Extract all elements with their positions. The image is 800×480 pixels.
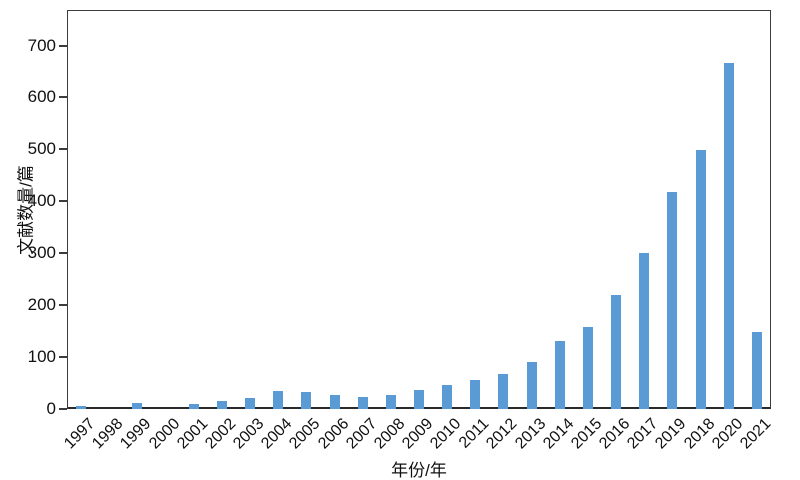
y-tick-label: 400 (27, 191, 56, 211)
y-tick-mark (59, 408, 67, 410)
y-tick-mark (59, 44, 67, 47)
x-tick-label-2003: 2003 (230, 415, 268, 453)
y-tick-label: 700 (27, 35, 56, 55)
x-tick-label-2015: 2015 (568, 415, 606, 453)
bar-2009 (414, 390, 424, 409)
bar-2003 (245, 397, 256, 409)
bar-2012 (498, 374, 509, 409)
bar-2010 (442, 384, 453, 409)
bar-2002 (216, 400, 227, 409)
bar-1999 (132, 403, 143, 409)
x-tick-label-2021: 2021 (737, 415, 775, 453)
y-tick-label: 600 (27, 87, 56, 107)
x-tick-label-2020: 2020 (708, 415, 747, 453)
x-tick-label-2001: 2001 (173, 415, 212, 453)
bar-1997 (76, 406, 87, 409)
y-tick-mark (59, 356, 67, 359)
y-tick-mark (59, 304, 67, 307)
bar-2001 (188, 404, 199, 409)
y-tick-mark (59, 200, 67, 203)
bar-2013 (526, 361, 537, 409)
bar-2007 (357, 397, 368, 409)
bar-2016 (611, 294, 622, 409)
x-tick-label-1998: 1998 (89, 415, 127, 453)
x-tick-label-2005: 2005 (286, 415, 324, 453)
bar-2018 (695, 149, 706, 409)
x-tick-label-1999: 1999 (117, 415, 155, 453)
bar-2019 (667, 192, 678, 409)
x-tick-label-2019: 2019 (652, 415, 690, 453)
x-tick-label-2012: 2012 (483, 415, 521, 453)
x-tick-label-2010: 2010 (427, 415, 465, 453)
x-tick-label-2008: 2008 (370, 415, 409, 453)
bar-2004 (273, 391, 284, 409)
x-tick-label-1997: 1997 (61, 415, 99, 453)
bar-2006 (329, 394, 340, 409)
y-tick-label: 0 (46, 399, 56, 418)
x-tick-label-2007: 2007 (342, 415, 380, 453)
y-tick-label: 100 (27, 347, 56, 367)
x-tick-label-2013: 2013 (511, 415, 549, 453)
bar-2008 (385, 395, 396, 409)
x-tick-label-2002: 2002 (201, 415, 240, 453)
y-tick-mark (59, 96, 67, 99)
x-axis-title: 年份/年 (391, 461, 447, 480)
y-tick-mark (59, 252, 67, 255)
bar-2021 (751, 332, 762, 409)
x-tick-label-2009: 2009 (399, 415, 437, 453)
x-tick-label-2014: 2014 (539, 415, 578, 453)
bar-2014 (554, 341, 565, 409)
y-tick-mark (59, 148, 67, 151)
x-tick-label-2011: 2011 (456, 415, 493, 452)
y-tick-label: 200 (27, 295, 56, 315)
y-tick-label: 500 (27, 139, 56, 159)
x-tick-label-2016: 2016 (596, 415, 634, 453)
y-axis-title: 文献数量/篇 (16, 165, 36, 255)
x-tick-label-2006: 2006 (314, 415, 352, 453)
plot-area (67, 10, 771, 409)
x-tick-label-2000: 2000 (145, 415, 183, 453)
bar-2011 (470, 379, 481, 409)
x-tick-label-2018: 2018 (680, 415, 718, 453)
y-tick-label: 300 (27, 243, 56, 263)
bar-2020 (723, 62, 734, 409)
x-tick-label-2004: 2004 (258, 415, 296, 453)
bar-2017 (639, 253, 650, 409)
bar-2015 (582, 326, 593, 409)
bar-2005 (301, 392, 312, 409)
x-tick-label-2017: 2017 (624, 415, 662, 453)
